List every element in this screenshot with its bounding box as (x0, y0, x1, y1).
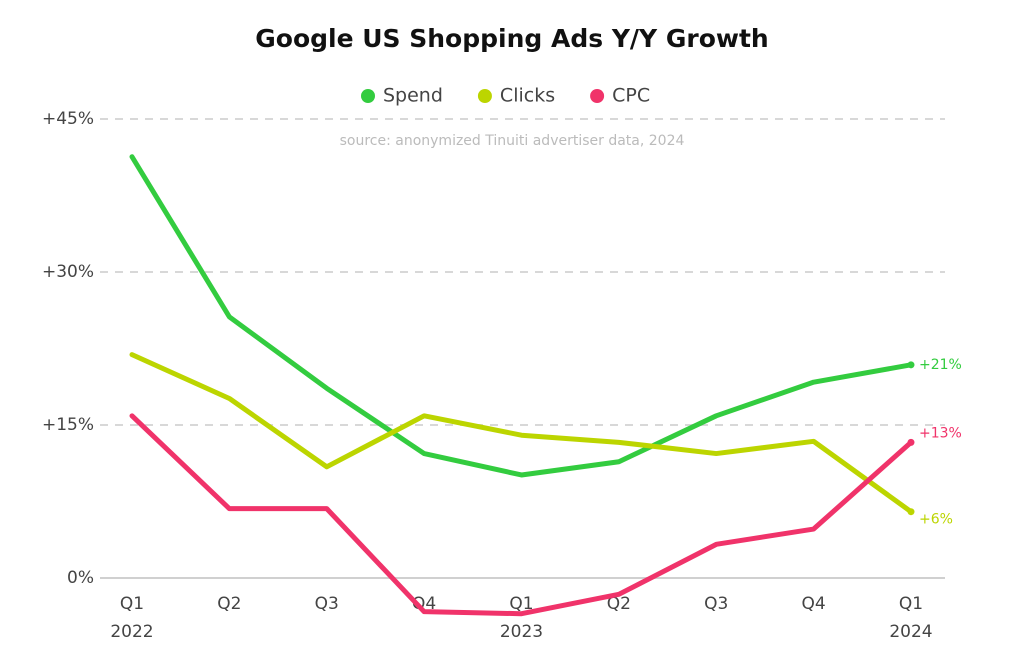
x-tick-label: Q2 (607, 594, 631, 614)
y-tick-label: 0% (67, 568, 94, 588)
legend-label: CPC (612, 85, 650, 107)
series-line (129, 154, 914, 478)
legend-label: Clicks (500, 85, 555, 107)
x-year-label: 2022 (110, 622, 153, 642)
end-point (907, 508, 915, 516)
x-tick-label: Q1 (899, 594, 923, 614)
y-tick-label: +45% (42, 109, 94, 129)
legend-marker (361, 89, 375, 103)
x-year-label: 2024 (889, 622, 932, 642)
x-tick-label: Q1 (120, 594, 144, 614)
end-point (907, 438, 915, 446)
x-year-label: 2023 (500, 622, 543, 642)
chart-title: Google US Shopping Ads Y/Y Growth (255, 24, 768, 53)
legend-label: Spend (383, 85, 443, 107)
x-tick-label: Q4 (412, 594, 436, 614)
value-label: +13% (919, 425, 962, 441)
y-tick-label: +15% (42, 415, 94, 435)
value-label: +21% (919, 357, 962, 373)
x-tick-label: Q3 (704, 594, 728, 614)
series-line (129, 352, 914, 515)
legend-marker (477, 89, 492, 103)
chart-subtitle: source: anonymized Tinuiti advertiser da… (340, 133, 685, 149)
x-tick-label: Q2 (217, 594, 241, 614)
x-tick-label: Q1 (509, 594, 533, 614)
value-label: +6% (919, 512, 953, 528)
x-tick-label: Q3 (315, 594, 339, 614)
y-tick-label: +30% (42, 262, 94, 282)
legend-marker (590, 89, 605, 103)
x-tick-label: Q4 (802, 594, 826, 614)
end-point (907, 361, 915, 369)
series-line (129, 413, 914, 617)
